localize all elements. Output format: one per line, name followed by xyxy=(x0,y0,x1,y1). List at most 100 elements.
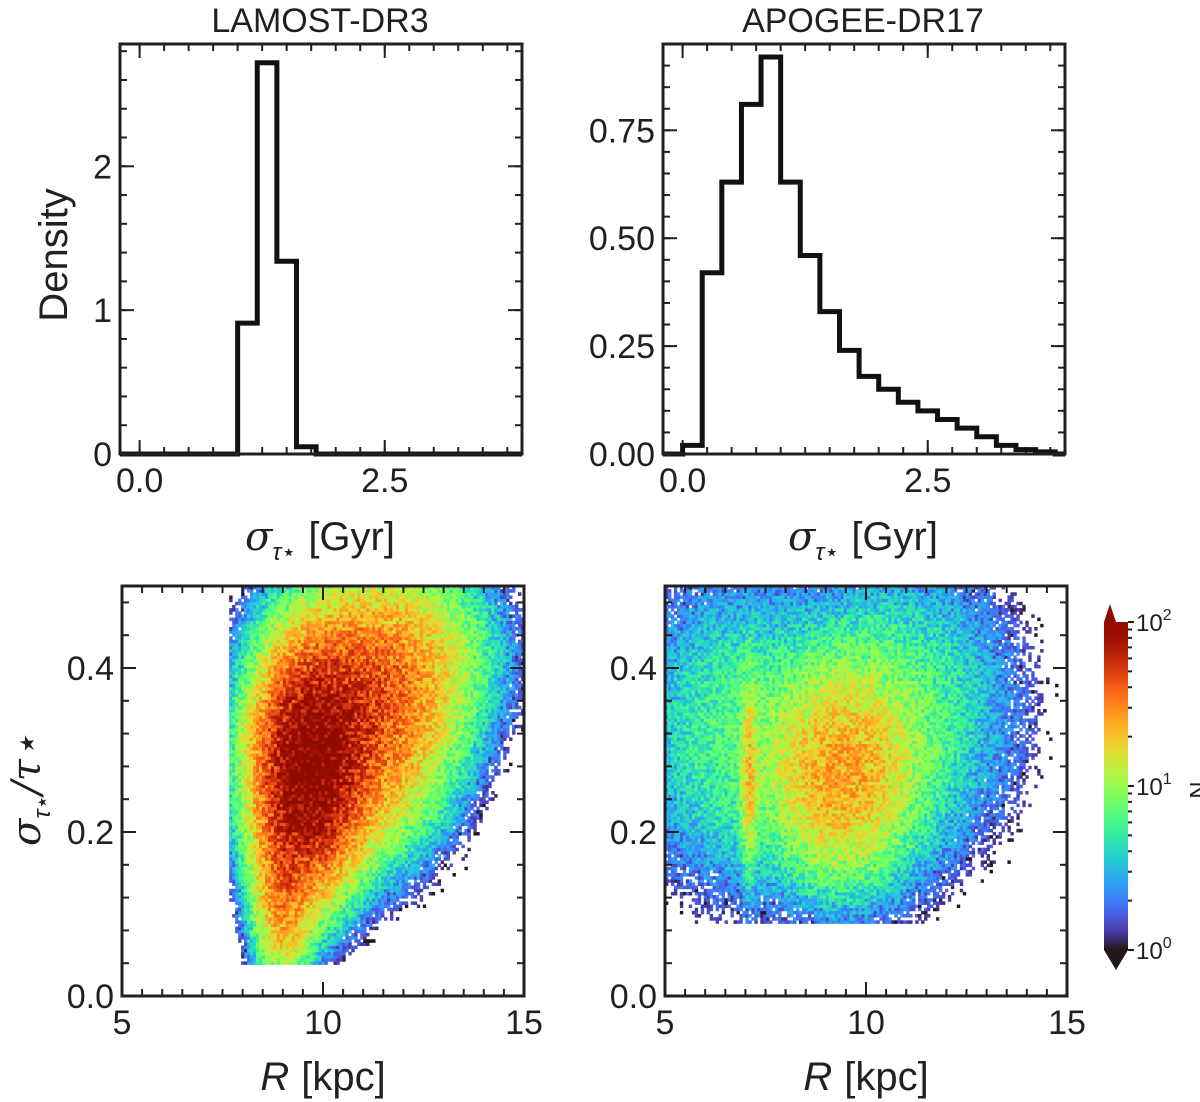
density-cell xyxy=(244,665,247,669)
density-cell xyxy=(274,917,277,921)
density-cell xyxy=(247,955,250,959)
density-cell xyxy=(283,946,286,950)
density-cell xyxy=(232,785,235,789)
density-cell xyxy=(241,630,244,634)
density-cell xyxy=(235,643,238,647)
density-cell xyxy=(277,804,280,808)
density-cell xyxy=(274,905,277,909)
density-cell xyxy=(274,901,277,905)
density-cell xyxy=(229,845,232,849)
density-cell xyxy=(244,949,247,953)
density-cell xyxy=(229,892,232,896)
density-cell xyxy=(238,791,241,795)
density-cell xyxy=(265,826,268,830)
density-cell xyxy=(262,605,265,609)
density-cell xyxy=(283,744,286,748)
density-cell xyxy=(262,674,265,678)
density-cell xyxy=(283,696,286,700)
density-cell xyxy=(247,804,250,808)
density-cell xyxy=(262,640,265,644)
density-cell xyxy=(259,649,262,653)
density-cell xyxy=(229,797,232,801)
density-cell xyxy=(229,867,232,871)
density-cell xyxy=(256,920,259,924)
density-cell xyxy=(280,936,283,940)
density-cell xyxy=(244,722,247,726)
density-cell xyxy=(283,766,286,770)
density-cell xyxy=(235,886,238,890)
density-cell xyxy=(271,618,274,622)
density-cell xyxy=(253,646,256,650)
y-tick-label: 2 xyxy=(93,148,112,186)
density-cell xyxy=(229,870,232,874)
density-cell xyxy=(256,848,259,852)
density-cell xyxy=(262,652,265,656)
density-cell xyxy=(244,706,247,710)
density-cell xyxy=(265,901,268,905)
density-cell xyxy=(262,775,265,779)
density-cell xyxy=(256,800,259,804)
density-cell xyxy=(238,643,241,647)
density-cell xyxy=(238,920,241,924)
density-cell xyxy=(238,633,241,637)
density-cell xyxy=(235,759,238,763)
density-cell xyxy=(277,608,280,612)
density-cell xyxy=(247,621,250,625)
density-cell xyxy=(271,696,274,700)
density-cell xyxy=(259,800,262,804)
density-cell xyxy=(262,684,265,688)
density-cell xyxy=(232,712,235,716)
density-cell xyxy=(241,750,244,754)
density-cell xyxy=(265,816,268,820)
density-cell xyxy=(247,769,250,773)
density-cell xyxy=(247,854,250,858)
density-cell xyxy=(244,633,247,637)
density-cell xyxy=(274,643,277,647)
density-cell xyxy=(256,772,259,776)
density-cell xyxy=(256,788,259,792)
density-cell xyxy=(265,930,268,934)
density-cell xyxy=(235,895,238,899)
density-cell xyxy=(250,709,253,713)
density-cell xyxy=(259,778,262,782)
density-cell xyxy=(238,886,241,890)
density-cell xyxy=(262,599,265,603)
density-cell xyxy=(259,782,262,786)
density-cell xyxy=(268,920,271,924)
density-cell xyxy=(268,930,271,934)
density-cell xyxy=(253,766,256,770)
density-cell xyxy=(274,782,277,786)
density-cell xyxy=(265,879,268,883)
density-cell xyxy=(250,668,253,672)
density-cell xyxy=(238,794,241,798)
density-cell xyxy=(232,851,235,855)
density-cell xyxy=(271,920,274,924)
density-cell xyxy=(256,851,259,855)
density-cell xyxy=(280,952,283,956)
density-cell xyxy=(259,845,262,849)
density-cell xyxy=(271,722,274,726)
density-cell xyxy=(262,759,265,763)
density-cell xyxy=(250,775,253,779)
density-cell xyxy=(232,860,235,864)
density-cell xyxy=(271,914,274,918)
density-cell xyxy=(250,718,253,722)
density-cell xyxy=(229,718,232,722)
density-cell xyxy=(235,870,238,874)
density-cell xyxy=(265,627,268,631)
density-cell xyxy=(277,958,280,962)
density-cell xyxy=(238,810,241,814)
density-cell xyxy=(250,592,253,596)
density-cell xyxy=(229,898,232,902)
density-cell xyxy=(265,823,268,827)
density-cell xyxy=(280,595,283,599)
density-cell xyxy=(247,930,250,934)
density-cell xyxy=(229,640,232,644)
density-cell xyxy=(247,602,250,606)
density-cell xyxy=(244,728,247,732)
density-cell xyxy=(262,889,265,893)
density-cell xyxy=(241,778,244,782)
density-cell xyxy=(274,857,277,861)
density-cell xyxy=(253,838,256,842)
density-cell xyxy=(274,655,277,659)
